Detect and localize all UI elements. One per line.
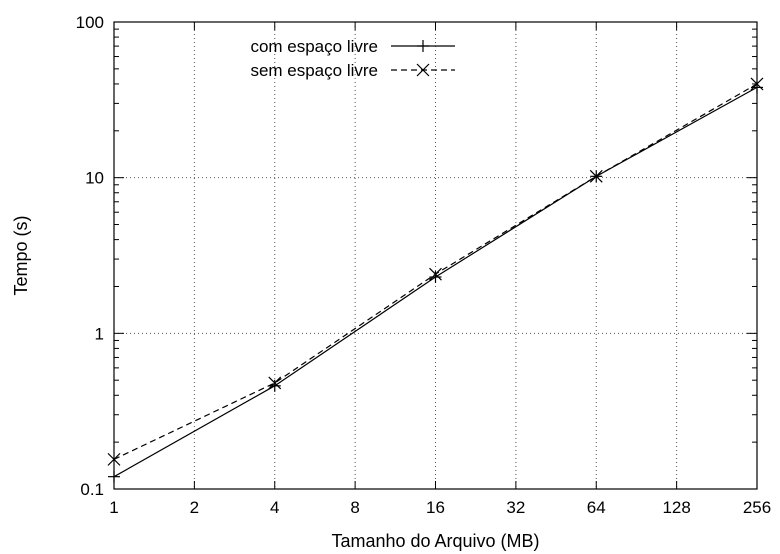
data-point-series-1 xyxy=(429,271,442,284)
x-axis-label: Tamanho do Arquivo (MB) xyxy=(331,531,539,551)
axes: 1 2 4 8 16 32 64 128 256 0.1 1 10 100 xyxy=(76,13,772,517)
data-point-series-1 xyxy=(268,379,281,392)
x-tick-label: 4 xyxy=(270,498,279,517)
y-axis-label: Tempo (s) xyxy=(11,215,31,295)
legend-marker xyxy=(417,40,429,52)
x-tick-label: 128 xyxy=(662,498,690,517)
x-tick-label: 16 xyxy=(426,498,445,517)
data-point-series-2 xyxy=(750,77,764,91)
y-tick-label: 1 xyxy=(95,324,104,343)
y-tick-label: 100 xyxy=(76,13,104,32)
x-tick-label: 8 xyxy=(350,498,359,517)
legend-label: com espaço livre xyxy=(250,37,378,56)
grid-lines xyxy=(114,22,757,489)
x-tick-label: 32 xyxy=(506,498,525,517)
x-tick-label: 1 xyxy=(109,498,118,517)
data-point-series-2 xyxy=(589,169,603,183)
x-tick-label: 256 xyxy=(743,498,771,517)
y-tick-label: 10 xyxy=(85,169,104,188)
x-tick-label: 64 xyxy=(587,498,606,517)
y-tick-label: 0.1 xyxy=(80,480,104,499)
series-group xyxy=(107,77,764,483)
data-point-series-2 xyxy=(429,267,442,281)
data-point-series-1 xyxy=(108,470,120,483)
x-tick-label: 2 xyxy=(190,498,199,517)
data-point-series-2 xyxy=(107,452,121,466)
legend: com espaço livre sem espaço livre xyxy=(250,37,455,80)
legend-label: sem espaço livre xyxy=(250,61,378,80)
data-point-series-2 xyxy=(268,376,282,390)
legend-marker xyxy=(416,63,430,77)
